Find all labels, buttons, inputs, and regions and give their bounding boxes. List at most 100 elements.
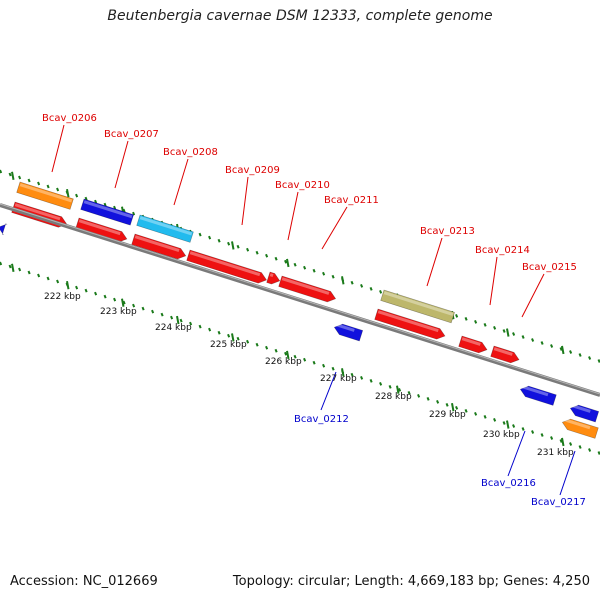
tick-dot: [559, 347, 563, 351]
tick-dot: [37, 181, 41, 186]
scale-label: 227 kbp: [320, 374, 357, 384]
gene-shape: [266, 271, 281, 285]
tick-dot: [531, 338, 535, 342]
gene-highlight: [493, 347, 513, 356]
tick-major: [176, 315, 180, 325]
tick-dot: [255, 342, 259, 347]
tick-dot: [350, 372, 354, 377]
leader-line: [173, 158, 189, 206]
gene-feature[interactable]: [561, 417, 599, 439]
gene-feature[interactable]: [569, 403, 600, 423]
gene-feature[interactable]: [136, 214, 194, 243]
gene-label-bcav-0215[interactable]: Bcav_0215: [522, 262, 577, 273]
tick-dot: [27, 178, 31, 183]
map-title: Beutenbergia cavernae DSM 12333, complet…: [107, 8, 493, 24]
scale-labels: 222 kbp 223 kbp 224 kbp 225 kbp 226 kbp …: [44, 292, 574, 458]
tick-dot: [18, 267, 22, 272]
gene-label-bcav-0213[interactable]: Bcav_0213: [420, 226, 475, 237]
tick-dot: [588, 448, 592, 452]
gene-feature[interactable]: [333, 322, 364, 342]
tick-major: [341, 368, 345, 377]
tick-dot: [331, 366, 335, 371]
tick-dot: [94, 291, 98, 296]
gene-feature[interactable]: [266, 271, 282, 286]
gene-label-bcav-0208[interactable]: Bcav_0208: [163, 147, 218, 158]
tick-dot: [103, 294, 107, 299]
tick-major: [506, 328, 510, 337]
gene-label-bcav-0211[interactable]: Bcav_0211: [324, 195, 379, 206]
tick-rows: [0, 169, 600, 455]
tick-dot: [464, 317, 468, 321]
tick-dot: [455, 314, 459, 318]
gene-label-bcav-0207[interactable]: Bcav_0207: [104, 129, 159, 140]
gene-shape: [333, 323, 364, 342]
gene-shape: [519, 385, 557, 406]
gene-label-bcav-0209[interactable]: Bcav_0209: [225, 165, 280, 176]
gene-label-bcav-0217[interactable]: Bcav_0217: [531, 497, 586, 508]
tick-dot: [483, 415, 487, 419]
tick-dot: [56, 279, 60, 284]
tick-dot: [521, 335, 525, 339]
tick-dot: [189, 321, 193, 326]
gene-feature[interactable]: [490, 345, 521, 365]
gene-highlight: [377, 310, 439, 333]
tick-dot: [132, 303, 136, 308]
scale-label: 222 kbp: [44, 292, 81, 302]
gene-label-bcav-0206[interactable]: Bcav_0206: [42, 113, 97, 124]
tick-dot: [293, 262, 297, 267]
tick-major: [11, 171, 15, 180]
gene-shape: [278, 275, 337, 303]
tick-dot: [265, 345, 269, 350]
tick-dot: [0, 169, 3, 174]
gene-feature[interactable]: [186, 249, 268, 285]
tick-dot: [569, 350, 573, 354]
tick-dot: [578, 445, 582, 449]
tick-dot: [512, 424, 516, 428]
gene-highlight: [335, 323, 355, 332]
gene-feature[interactable]: [131, 233, 188, 261]
tick-dot: [208, 327, 212, 332]
tick-dot: [8, 172, 12, 177]
tick-dot: [141, 306, 145, 311]
tick-dot: [312, 360, 316, 365]
tick-dot: [265, 253, 269, 258]
tick-dot: [569, 442, 573, 446]
tick-dot: [388, 384, 392, 389]
tick-dot: [208, 235, 212, 240]
gene-label-bcav-0210[interactable]: Bcav_0210: [275, 180, 330, 191]
tick-dot: [350, 280, 354, 285]
tick-dot: [379, 381, 383, 386]
gene-feature[interactable]: [519, 384, 557, 406]
leader-line: [507, 430, 526, 477]
gene-label-bcav-0214[interactable]: Bcav_0214: [475, 245, 530, 256]
tick-dot: [512, 332, 516, 336]
gene-feature[interactable]: [380, 289, 455, 324]
gene-feature[interactable]: [0, 222, 8, 236]
gene-feature[interactable]: [458, 335, 489, 355]
gene-feature[interactable]: [75, 217, 129, 244]
tick-dot: [322, 271, 326, 276]
leader-line: [521, 273, 545, 318]
gene-feature[interactable]: [16, 181, 74, 210]
gene-highlight: [269, 273, 274, 278]
scale-label: 226 kbp: [265, 357, 302, 367]
gene-feature[interactable]: [80, 198, 134, 226]
scale-label: 229 kbp: [429, 410, 466, 420]
gene-feature[interactable]: [278, 275, 338, 304]
tick-dot: [37, 273, 41, 278]
gene-feature[interactable]: [374, 308, 447, 341]
tick-dot: [227, 241, 231, 246]
tick-dot: [227, 333, 231, 338]
gene-label-bcav-0212[interactable]: Bcav_0212: [294, 414, 349, 425]
gene-label-bcav-0216[interactable]: Bcav_0216: [481, 478, 536, 489]
tick-major: [561, 437, 565, 447]
tick-dot: [445, 403, 449, 407]
accession-text: Accession: NC_012669: [10, 574, 158, 589]
gene-highlight: [14, 203, 61, 221]
tick-dot: [274, 348, 278, 353]
tick-dot: [407, 390, 411, 395]
tick-dot: [531, 430, 535, 434]
tick-dot: [578, 353, 582, 357]
tick-dot: [122, 208, 126, 213]
gene-highlight: [281, 277, 330, 295]
